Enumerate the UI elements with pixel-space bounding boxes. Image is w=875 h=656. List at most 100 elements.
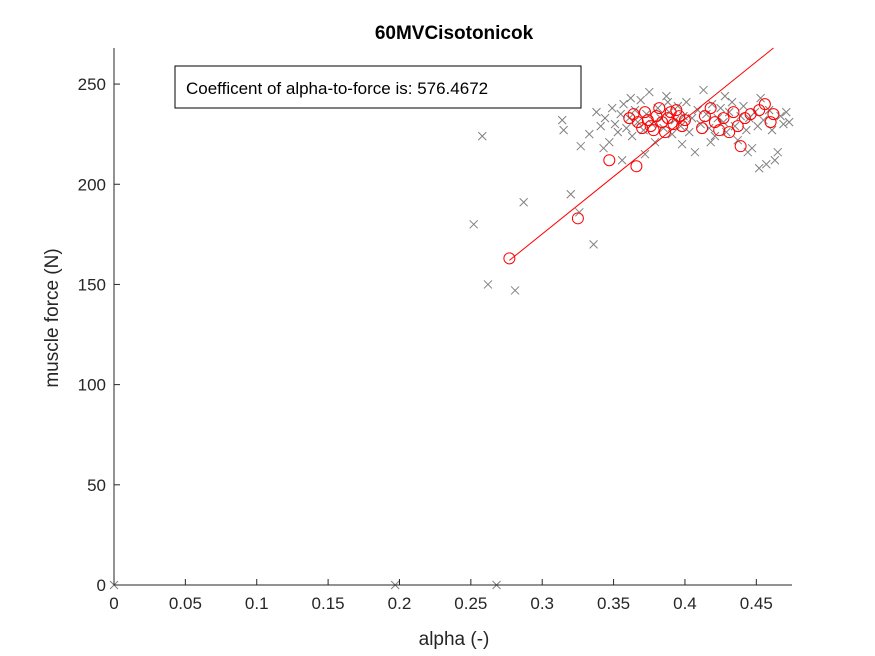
- x-marker: [663, 97, 673, 107]
- circle-marker: [758, 98, 771, 111]
- circle-marker: [698, 110, 711, 123]
- circle-marker: [571, 212, 584, 225]
- circle-marker: [704, 102, 717, 115]
- x-marker: [519, 197, 529, 207]
- x-marker: [626, 93, 636, 103]
- y-tick-label: 250: [78, 75, 106, 94]
- x-marker: [690, 147, 700, 157]
- x-marker: [761, 159, 771, 169]
- x-marker: [727, 97, 737, 107]
- circle-marker: [734, 140, 747, 153]
- y-axis-label: muscle force (N): [42, 248, 63, 387]
- y-ticks: 0 50 100 150 200 250: [78, 75, 120, 595]
- x-marker: [699, 85, 708, 95]
- x-marker: [639, 125, 648, 135]
- x-marker: [759, 115, 768, 125]
- x-marker: [682, 97, 691, 107]
- x-marker: [619, 99, 628, 109]
- x-marker: [773, 147, 783, 157]
- x-marker: [707, 99, 717, 109]
- circle-marker: [696, 122, 709, 135]
- x-marker: [779, 119, 788, 129]
- x-marker: [576, 141, 586, 151]
- x-marker: [600, 113, 610, 123]
- x-marker: [776, 111, 785, 121]
- chart-title: 60MVCisotonicok: [375, 23, 534, 44]
- x-marker: [784, 117, 794, 127]
- x-tick-label: 0.15: [312, 594, 345, 613]
- circle-marker: [670, 104, 683, 117]
- circle-marker: [503, 252, 516, 265]
- x-marker: [644, 87, 654, 97]
- circle-marker: [723, 126, 736, 139]
- x-marker: [627, 131, 637, 141]
- y-tick-label: 0: [97, 576, 106, 595]
- x-marker: [622, 123, 631, 133]
- y-tick-label: 150: [78, 275, 106, 294]
- x-marker: [483, 280, 493, 289]
- circle-marker: [753, 104, 766, 117]
- x-ticks: 0 0.05 0.1 0.15 0.2 0.25 0.3 0.35 0.4 0.45: [109, 579, 773, 613]
- circle-marker: [630, 160, 643, 173]
- circle-marker: [603, 154, 616, 167]
- y-tick-label: 100: [78, 376, 106, 395]
- circle-marker: [653, 102, 666, 115]
- x-marker: [677, 139, 687, 149]
- circle-marker: [644, 120, 657, 133]
- x-marker: [702, 109, 711, 119]
- circle-marker: [638, 106, 651, 119]
- circle-marker: [717, 112, 730, 125]
- x-axis-label: alpha (-): [419, 629, 490, 650]
- annotation-text: Coefficent of alpha-to-force is: 576.467…: [186, 79, 488, 98]
- x-marker: [716, 103, 725, 113]
- x-marker: [584, 129, 594, 139]
- x-marker: [613, 127, 623, 137]
- circle-marker: [658, 126, 671, 139]
- circle-marker: [647, 124, 660, 137]
- x-marker: [630, 105, 640, 115]
- x-marker: [557, 115, 567, 125]
- x-tick-label: 0.3: [530, 594, 554, 613]
- x-marker: [610, 119, 620, 129]
- axes: [113, 48, 792, 586]
- x-marker: [736, 111, 745, 121]
- x-marker: [676, 121, 686, 131]
- x-marker: [724, 107, 734, 117]
- x-marker: [720, 91, 730, 101]
- x-marker: [592, 107, 601, 117]
- x-marker: [477, 131, 487, 141]
- x-tick-label: 0.1: [245, 594, 269, 613]
- fit-line-group: [509, 47, 774, 261]
- circle-marker: [727, 106, 740, 119]
- x-tick-label: 0.35: [597, 594, 630, 613]
- circle-marker: [764, 116, 777, 129]
- x-marker: [662, 91, 671, 101]
- x-marker: [739, 101, 748, 111]
- x-marker: [781, 107, 791, 117]
- circle-marker: [627, 108, 640, 121]
- circle-marker: [731, 120, 744, 133]
- y-tick-label: 50: [87, 476, 106, 495]
- x-tick-label: 0.4: [673, 594, 697, 613]
- x-marker: [770, 155, 780, 165]
- y-tick-label: 200: [78, 175, 106, 194]
- x-marker: [706, 137, 715, 147]
- x-marker: [510, 286, 520, 295]
- annotation-box: Coefficent of alpha-to-force is: 576.467…: [174, 65, 582, 109]
- x-marker: [566, 189, 576, 199]
- circle-marker: [713, 124, 726, 137]
- x-marker: [640, 149, 650, 159]
- x-marker: [607, 103, 617, 113]
- x-marker: [750, 107, 760, 117]
- x-tick-label: 0.45: [740, 594, 773, 613]
- circle-marker: [631, 116, 644, 129]
- x-marker: [559, 125, 568, 135]
- data-markers: [109, 85, 794, 590]
- x-marker: [599, 143, 608, 153]
- annotation-frame: [174, 65, 582, 109]
- x-marker: [733, 135, 743, 145]
- x-marker: [589, 240, 598, 249]
- x-marker: [469, 219, 479, 229]
- x-marker: [596, 121, 606, 131]
